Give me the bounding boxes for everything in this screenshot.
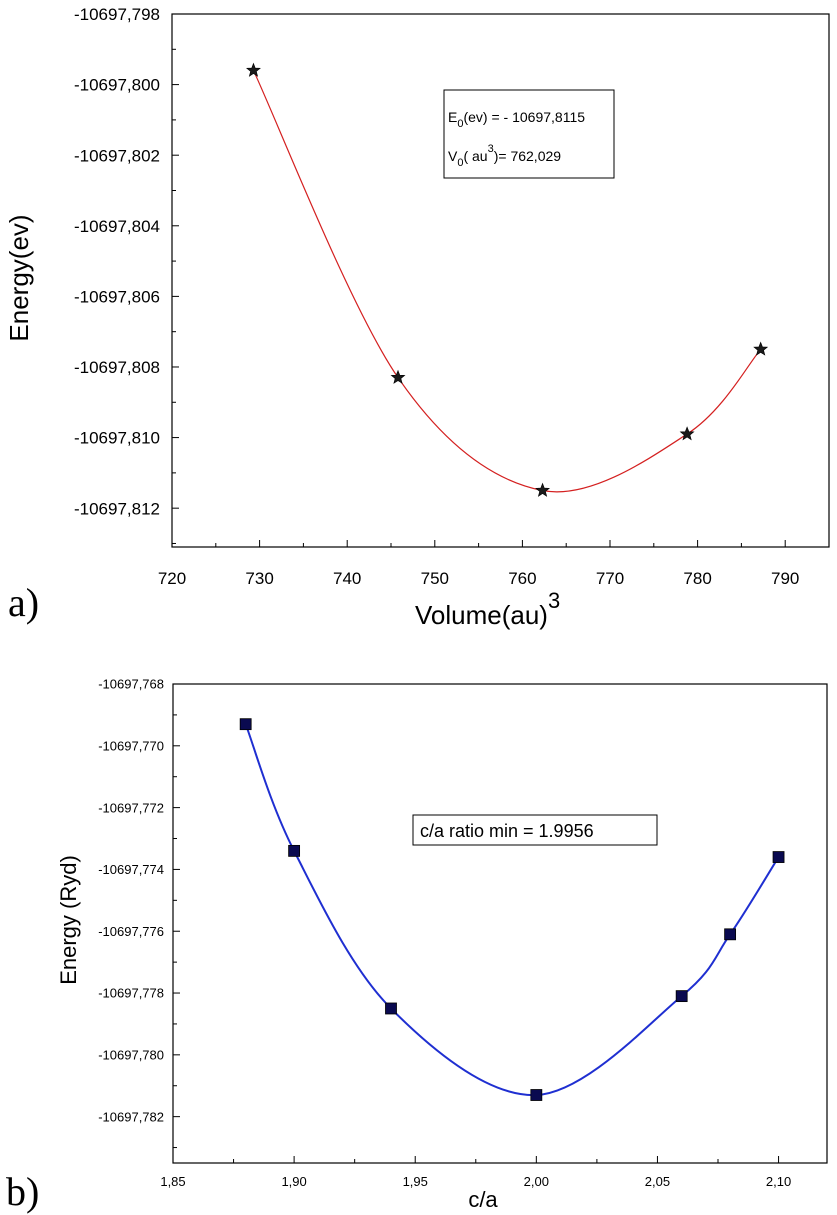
y-tick-label: -10697,778 bbox=[98, 986, 164, 1001]
y-tick-label: -10697,772 bbox=[98, 800, 164, 815]
ann-a-e-rest: (ev) = - 10697,8115 bbox=[463, 109, 585, 125]
x-tick-label: 2,05 bbox=[645, 1174, 670, 1189]
chart-a-y-axis-title: Energy(ev) bbox=[4, 214, 34, 341]
x-tick-label: 760 bbox=[508, 569, 536, 588]
chart-b-annotation-text: c/a ratio min = 1.9956 bbox=[420, 821, 594, 841]
data-point-star bbox=[535, 482, 551, 497]
chart-a-x-tick-labels: 720 730 740 750 760 770 780 790 bbox=[158, 569, 800, 588]
x-tick-label: 1,85 bbox=[160, 1174, 185, 1189]
data-point-square bbox=[675, 990, 688, 1003]
y-tick-label: -10697,812 bbox=[74, 499, 160, 518]
data-point-square bbox=[239, 718, 252, 731]
chart-a-x-axis-title-sup: 3 bbox=[548, 588, 560, 613]
ann-a-e-sub: 0 bbox=[457, 118, 463, 130]
chart-b-y-axis-title: Energy (Ryd) bbox=[56, 855, 81, 985]
x-tick-label: 1,95 bbox=[403, 1174, 428, 1189]
chart-a: 720 730 740 750 760 770 780 790 -10697,798-1069… bbox=[4, 5, 830, 630]
x-tick-label: 720 bbox=[158, 569, 186, 588]
x-tick-label: 740 bbox=[333, 569, 361, 588]
ann-a-e: E bbox=[448, 109, 457, 125]
chart-a-x-axis-title: Volume(au)3 bbox=[415, 588, 560, 630]
chart-b-panel-label: b) bbox=[6, 1169, 39, 1214]
chart-b-annotation-box: c/a ratio min = 1.9956 bbox=[412, 814, 658, 846]
y-tick-label: -10697,782 bbox=[98, 1109, 164, 1124]
y-tick-label: -10697,768 bbox=[98, 677, 164, 692]
chart-a-x-axis-title-text: Volume(au) bbox=[415, 600, 548, 630]
y-tick-label: -10697,770 bbox=[98, 738, 164, 753]
x-tick-label: 730 bbox=[245, 569, 273, 588]
chart-b-x-axis-title: c/a bbox=[468, 1187, 498, 1212]
chart-a-fit-curve bbox=[252, 70, 762, 493]
y-tick-label: -10697,808 bbox=[74, 358, 160, 377]
data-point-star bbox=[390, 369, 406, 384]
data-point-square bbox=[288, 844, 301, 857]
chart-a-y-tick-labels: -10697,798 -10697,800 -10697,802 -10697,804… bbox=[74, 5, 160, 518]
x-tick-label: 780 bbox=[683, 569, 711, 588]
y-tick-label: -10697,804 bbox=[74, 217, 160, 236]
y-tick-label: -10697,774 bbox=[98, 862, 164, 877]
y-tick-label: -10697,798 bbox=[74, 5, 160, 24]
chart-b-grid-ticks bbox=[172, 683, 780, 1163]
data-point-square bbox=[530, 1089, 543, 1101]
chart-b-fit-curve bbox=[244, 723, 780, 1097]
y-tick-label: -10697,802 bbox=[74, 146, 160, 165]
ann-a-v: V bbox=[448, 148, 458, 164]
chart-b-markers bbox=[239, 718, 785, 1101]
x-tick-label: 750 bbox=[421, 569, 449, 588]
ann-a-v-sub: 0 bbox=[457, 157, 463, 169]
chart-a-markers bbox=[246, 62, 769, 497]
data-point-star bbox=[753, 341, 769, 356]
chart-b-y-tick-labels: -10697,768 -10697,770 -10697,772 -10697,774… bbox=[98, 677, 164, 1125]
data-point-square bbox=[724, 928, 737, 941]
data-point-square bbox=[385, 1002, 397, 1015]
ann-a-v-mid: ( au bbox=[463, 148, 487, 164]
y-tick-label: -10697,806 bbox=[74, 288, 160, 307]
chart-a-annotation-line-1: E0(ev) = - 10697,8115 bbox=[448, 109, 585, 130]
x-tick-label: 2,10 bbox=[766, 1174, 791, 1189]
chart-a-panel-label: a) bbox=[8, 580, 39, 625]
data-point-square bbox=[772, 851, 785, 863]
x-tick-label: 1,90 bbox=[281, 1174, 306, 1189]
chart-b: 1,85 1,90 1,95 2,00 2,05 2,10 -10697,768-1069… bbox=[6, 677, 828, 1214]
x-tick-label: 790 bbox=[771, 569, 799, 588]
x-tick-label: 2,00 bbox=[524, 1174, 549, 1189]
ann-a-v-sup: 3 bbox=[488, 143, 494, 155]
chart-a-annotation-line-2: V0( au3)= 762,029 bbox=[448, 143, 561, 169]
y-tick-label: -10697,780 bbox=[98, 1048, 164, 1063]
y-tick-label: -10697,800 bbox=[74, 76, 160, 95]
chart-b-x-tick-labels: 1,85 1,90 1,95 2,00 2,05 2,10 bbox=[160, 1174, 791, 1189]
chart-b-plot-frame bbox=[172, 683, 828, 1164]
data-point-star bbox=[246, 62, 261, 77]
chart-a-grid-ticks bbox=[171, 13, 786, 547]
y-tick-label: -10697,810 bbox=[74, 429, 160, 448]
ann-a-v-rest: )= 762,029 bbox=[494, 148, 562, 164]
y-tick-label: -10697,776 bbox=[98, 924, 164, 939]
data-point-star bbox=[679, 426, 695, 441]
x-tick-label: 770 bbox=[596, 569, 624, 588]
chart-a-plot-frame bbox=[171, 13, 830, 548]
chart-a-annotation-box: E0(ev) = - 10697,8115 V0( au3)= 762,029 bbox=[443, 89, 615, 179]
